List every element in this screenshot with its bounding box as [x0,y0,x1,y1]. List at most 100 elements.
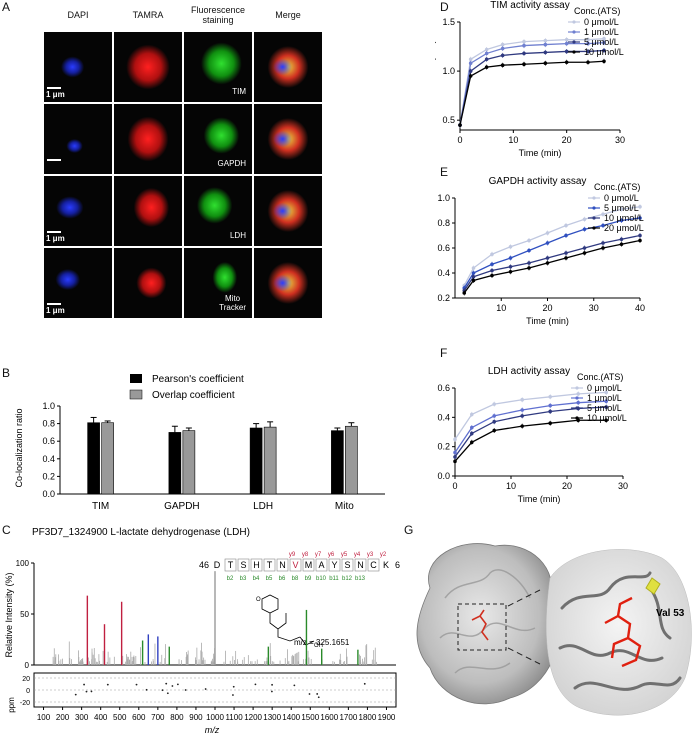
ppm-point [74,693,77,696]
tim-series-line [459,60,605,126]
gapdh-legend-label: 20 μmol/L [604,223,644,233]
ats-structure-drawing: O OH [256,594,323,649]
gapdh-legend-marker [592,196,596,200]
ppm-tick-label: 0 [26,688,30,695]
header-merge: Merge [275,10,301,20]
micrograph-r2-c3: GAPDH [184,104,252,174]
residue-box [328,558,341,572]
gapdh-ytick-label: 0.6 [437,243,450,253]
legend-overlap: Overlap coefficient [152,390,235,401]
c-xtick-label: 1800 [359,713,377,722]
c-xtick-label: 1500 [301,713,319,722]
ldh-activity-chart: LDH activity assay 0.0 0.2 0.4 0.6 0 10 20 30 Tim… [437,366,628,504]
panel-label-e: E [440,165,449,179]
y-ion-label: y9 [289,552,296,558]
c-xtick-label: 200 [56,713,70,722]
ldh-xtick-label: 30 [618,481,628,491]
y-ion-label: y8 [302,552,309,558]
panel-label-a: A [2,0,11,14]
c-xtick-label: 1000 [206,713,224,722]
protein-label: TIM [232,87,246,96]
header-fluorescence: Fluorescence staining [190,5,246,25]
b-ytick-label: 1.0 [42,401,55,411]
c-xlabel: m/z [205,725,220,735]
micrograph-r4-c1: 1 μm [44,248,112,318]
ldh-xlabel: Time (min) [518,494,561,504]
tim-legend-marker [572,20,576,24]
protein-label: GAPDH [217,159,246,168]
gapdh-xtick-label: 30 [589,303,599,313]
residue: A [318,560,324,570]
ldh-legend-label: 0 μmol/L [587,383,622,393]
bar-tim-overlap [101,422,114,495]
c-xtick-label: 300 [75,713,89,722]
c-xtick-label: 100 [37,713,51,722]
residue-box [224,558,237,572]
bar-mito-overlap [345,425,358,495]
residue-box [263,558,276,572]
micrograph-r4-c3: Mito Tracker [184,248,252,318]
ldh-legend-marker [575,396,579,400]
tim-xtick-label: 0 [457,135,462,145]
ppm-point [165,682,168,685]
scale-bar [47,303,61,305]
residue: N [279,560,286,570]
gapdh-ytick-label: 1.0 [437,193,450,203]
tim-legend-label: 0 μmol/L [584,17,619,27]
bar-gapdh-overlap [182,430,196,495]
ldh-ytick-label: 0.6 [437,383,450,393]
b-ion-label: b6 [279,576,286,582]
b-ytick-label: 0.2 [42,471,55,481]
micrograph-r3-c4 [254,176,322,246]
ppm-point [232,694,234,696]
ribbon-backbone [558,571,682,691]
y-ion-label: y4 [354,552,361,558]
ldh-legend-label: 5 μmol/L [587,403,622,413]
scale-bar-label: 1 μm [46,90,65,99]
legend-swatch-overlap [129,389,143,400]
c-ytick-label: 100 [16,559,30,568]
spectrum-title: PF3D7_1324900 L-lactate dehydrogenase (L… [32,527,250,538]
residue: S [240,560,246,570]
tim-legend-label: 10 μmol/L [584,47,624,57]
tim-ytick-label: 0.5 [442,115,455,125]
micrograph-r4-c4 [254,248,322,318]
scale-bar [47,231,61,233]
gapdh-series-line [463,239,641,294]
scale-bar [47,159,61,161]
micrograph-r3-c3: LDH [184,176,252,246]
gapdh-legend-marker [592,216,596,220]
gapdh-xtick-label: 10 [496,303,506,313]
ppm-point [270,690,273,693]
ldh-ytick-label: 0.4 [437,412,450,422]
ldh-series-line [454,391,607,440]
bar-tim-pearson [87,422,100,495]
micrograph-r1-c2 [114,32,182,102]
c-xtick-label: 700 [151,713,165,722]
gapdh-activity-chart: GAPDH activity assay 0.2 0.4 0.6 0.8 1.0 10 20 3… [437,176,645,326]
colocalization-bar-chart: 0.0 0.2 0.4 0.6 0.8 1.0 TIM GAPDH LDH Mito Pearso… [14,374,385,512]
ldh-series-line [454,419,607,462]
gapdh-series-line [463,234,641,291]
tim-xtick-label: 30 [615,135,625,145]
scale-bar [47,87,61,89]
tim-activity-chart: TIM activity assay 0.5 1.0 1.5 0 10 20 30 Time (… [435,0,625,158]
peptide-start: 46 [199,560,209,570]
tim-legend-title: Conc.(ATS) [574,6,620,16]
c-xtick-label: 1600 [320,713,338,722]
ppm-point [106,683,109,686]
protein-label: Mito Tracker [219,294,246,312]
ppm-point [83,683,85,686]
header-dapi: DAPI [67,10,89,20]
b-category-label: TIM [92,501,109,512]
residue: D [214,560,221,570]
tim-legend-marker [572,30,576,34]
residue-box [367,558,380,572]
val53-marker [645,577,661,595]
c-ytick-label: 0 [25,661,30,670]
tim-title: TIM activity assay [490,0,569,11]
micrograph-r2-c2 [114,104,182,174]
gapdh-xtick-label: 40 [635,303,645,313]
b-ytick-label: 0.0 [42,489,55,499]
bar-ldh-pearson [249,427,263,495]
